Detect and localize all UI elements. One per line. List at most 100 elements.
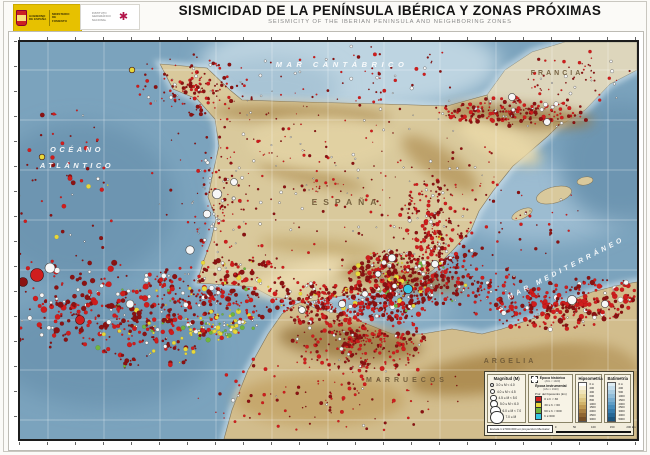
- ramp-step: 400: [578, 390, 599, 394]
- scale-tick-label: 100: [591, 425, 596, 429]
- map-canvas: MAR CANTÁBRICO OCÉANO ATLÁNTICO MAR MEDITER…: [18, 40, 639, 441]
- notable-earthquake: [431, 260, 439, 268]
- sea-label: MAR CANTÁBRICO: [276, 60, 409, 69]
- ramp-step: 0 m: [578, 381, 599, 387]
- notable-earthquake: [128, 66, 136, 74]
- sea-label: OCÉANO: [50, 145, 104, 154]
- ramp-label: 4000: [618, 413, 625, 418]
- ramp-step: 1500: [578, 405, 599, 409]
- ramp-label: 5000: [618, 417, 625, 422]
- ramp-label: 500: [618, 389, 624, 394]
- gobierno-espana-logo: GOBIERNO DE ESPAÑA MINISTERIO DE FOMENTO: [13, 4, 82, 32]
- ign-logo: INSTITUTO GEOGRÁFICO NACIONAL ✱: [80, 4, 140, 30]
- ramp-label: 3000: [618, 409, 625, 414]
- sea-label: ATLÁNTICO: [39, 161, 114, 170]
- ramp-step: 2000: [578, 409, 599, 413]
- notable-earthquake: [298, 306, 306, 314]
- scale-segment: [593, 430, 613, 433]
- legend-hypsometry: Hipsometría 0 m 200 400 600 800 1000 1500 2000 2…: [575, 374, 603, 423]
- ramp-step: 3000: [578, 416, 599, 422]
- legend-magnitude-title: Magnitud (M): [493, 376, 520, 382]
- ramp-step: 2500: [578, 413, 599, 417]
- notable-earthquake: [20, 277, 28, 287]
- historic-epoch-swatch: [531, 376, 538, 383]
- gov-label-1: GOBIERNO DE ESPAÑA: [29, 13, 47, 21]
- legend-magnitude: Magnitud (M) 3.0 ≤ M < 4.0 4.0 ≤ M < 4.5 4…: [487, 374, 527, 424]
- ramp-color: [578, 416, 588, 422]
- scale-tick-label: 50: [572, 425, 577, 429]
- notable-earthquake: [387, 253, 397, 263]
- ramp-color: [607, 416, 617, 422]
- scale-text: Escala 1:2.500.000 en proyección Mercato…: [487, 425, 553, 433]
- magnitude-circle: [490, 383, 494, 388]
- ramp-label: 200: [618, 385, 624, 390]
- ramp-color: [607, 389, 617, 394]
- instrumental-epoch-sub: (Año ≥ 1920): [543, 388, 559, 392]
- ramp-label: 2500: [589, 413, 596, 418]
- ramp-label: 2000: [618, 401, 625, 406]
- ramp-step: 0 m: [607, 381, 628, 387]
- land-label: ARGELIA: [484, 358, 537, 365]
- ramp-label: 1500: [589, 405, 596, 410]
- notable-earthquake: [125, 299, 135, 309]
- notable-earthquake: [38, 153, 46, 161]
- spain-coat-of-arms-icon: [16, 10, 27, 26]
- depth-row: h ≥ 600: [531, 413, 570, 420]
- scale-segment: [555, 430, 575, 433]
- land-label: FRANCIA: [531, 70, 584, 77]
- ign-label: INSTITUTO GEOGRÁFICO NACIONAL: [91, 11, 111, 22]
- ramp-color: [578, 393, 588, 398]
- scale-strip: Escala 1:2.500.000 en proyección Mercato…: [487, 425, 636, 433]
- scale-tick-label: 150: [609, 425, 615, 429]
- magnitude-label: 5.0 ≤ M < 6.0: [500, 402, 519, 407]
- magnitude-row: 3.0 ≤ M < 4.0: [490, 382, 523, 388]
- notable-earthquake: [338, 300, 346, 308]
- legend-hypsometry-title: Hipsometría: [578, 376, 603, 382]
- depth-label: 30 ≤ h < 60: [544, 402, 560, 407]
- ramp-label: 1000: [589, 401, 596, 406]
- ramp-label: 3000: [589, 417, 596, 422]
- ramp-step: 2000: [607, 402, 628, 406]
- notable-earthquake: [567, 295, 577, 305]
- depth-label: 0 ≤ h < 30: [544, 396, 559, 401]
- ramp-step: 200: [607, 386, 628, 390]
- notable-earthquake: [44, 262, 56, 274]
- magnitude-row: 4.0 ≤ M < 4.5: [490, 388, 523, 395]
- scale-bar: 0 50 100 150 200 km: [555, 425, 636, 433]
- depth-label: 60 ≤ h < 600: [544, 408, 562, 413]
- ramp-step: 1500: [607, 398, 628, 402]
- ramp-label: 400: [589, 389, 595, 394]
- ramp-step: 800: [578, 398, 599, 402]
- ramp-label: 0 m: [589, 382, 595, 387]
- ramp-color: [607, 381, 617, 387]
- magnitude-circle: [490, 389, 495, 395]
- notable-earthquake: [543, 118, 551, 126]
- ramp-label: 0 m: [618, 382, 624, 387]
- magnitude-label: 4.0 ≤ M < 4.5: [497, 389, 516, 394]
- legend-epoch-depth: Época histórica (Año < 1920) Época instr…: [528, 374, 574, 423]
- ramp-color: [607, 397, 617, 402]
- magnitude-circle: [490, 410, 504, 424]
- notable-earthquake: [211, 188, 223, 200]
- scale-tick-label: 200 km: [626, 425, 636, 429]
- ramp-color: [578, 381, 588, 387]
- ramp-color: [578, 389, 588, 394]
- notable-earthquake: [75, 315, 85, 325]
- ramp-label: 2500: [618, 405, 625, 410]
- ramp-color: [607, 413, 617, 418]
- graticule-ticks-bottom: [19, 442, 636, 445]
- scale-segment: [574, 430, 594, 433]
- ramp-color: [607, 401, 617, 406]
- ramp-label: 800: [589, 397, 595, 402]
- instrumental-epoch-label: Época instrumental: [535, 384, 567, 389]
- ramp-color: [578, 405, 588, 410]
- ramp-step: 5000: [607, 416, 628, 422]
- notable-earthquake: [230, 178, 238, 186]
- ramp-label: 600: [589, 393, 595, 398]
- historic-epoch-label: Época histórica: [539, 376, 566, 381]
- notable-earthquake: [30, 268, 44, 282]
- legend-bathymetry-title: Batimetría: [607, 376, 628, 382]
- ramp-label: 1500: [618, 397, 625, 402]
